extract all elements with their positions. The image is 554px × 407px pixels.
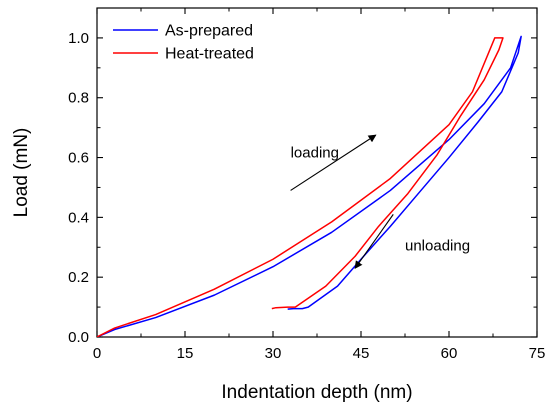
series-line-heat-treated bbox=[97, 37, 504, 337]
plot-frame bbox=[96, 7, 538, 338]
y-axis-title: Load (mN) bbox=[11, 128, 32, 218]
x-axis-title: Indentation depth (nm) bbox=[221, 382, 412, 403]
tick-marks bbox=[96, 7, 538, 338]
y-tick-label: 1.0 bbox=[68, 30, 89, 47]
y-tick-label: 0.8 bbox=[68, 90, 89, 107]
x-tick-label: 15 bbox=[177, 345, 194, 362]
legend-label-as-prepared: As-prepared bbox=[165, 23, 253, 40]
chart-annotations: loading unloading bbox=[290, 134, 470, 270]
x-tick-label: 30 bbox=[265, 345, 282, 362]
x-tick-label: 75 bbox=[529, 345, 546, 362]
y-tick-label: 0.2 bbox=[68, 269, 89, 286]
y-tick-label: 0.0 bbox=[68, 329, 89, 346]
annotation-arrow-unloading bbox=[354, 214, 394, 270]
annotation-label-unloading: unloading bbox=[405, 237, 470, 254]
y-tick-label: 0.6 bbox=[68, 150, 89, 167]
legend-label-heat-treated: Heat-treated bbox=[165, 46, 254, 63]
series-line-as-prepared bbox=[97, 35, 522, 337]
x-tick-label: 45 bbox=[353, 345, 370, 362]
annotation-arrow-loading bbox=[290, 134, 377, 191]
data-series bbox=[97, 35, 522, 337]
plot-area-border bbox=[96, 7, 538, 338]
x-tick-label: 0 bbox=[93, 345, 101, 362]
x-tick-label: 60 bbox=[441, 345, 458, 362]
annotation-label-loading: loading bbox=[291, 145, 339, 162]
legend: As-prepared Heat-treated bbox=[113, 23, 254, 63]
y-tick-label: 0.4 bbox=[68, 209, 89, 226]
tick-labels: 0 15 30 45 60 75 0.0 0.2 0.4 0.6 0.8 1.0 bbox=[68, 30, 545, 362]
